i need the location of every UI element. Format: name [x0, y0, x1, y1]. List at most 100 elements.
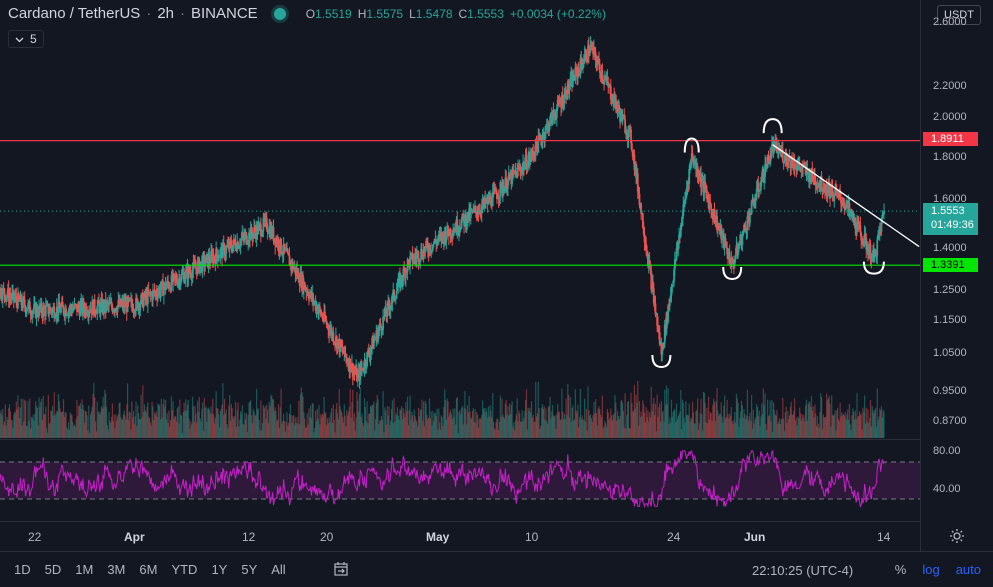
candle-body [135, 297, 138, 300]
volume-bar [83, 423, 86, 438]
candle-body [447, 225, 449, 234]
volume-bar [82, 404, 84, 438]
volume-bar [283, 420, 286, 438]
volume-bar [531, 417, 533, 438]
volume-bar [521, 410, 523, 438]
volume-bar [247, 414, 249, 438]
volume-bar [818, 427, 820, 438]
candle-body [175, 277, 178, 282]
volume-bar [734, 411, 736, 438]
timeframe-ytd[interactable]: YTD [171, 562, 198, 577]
symbol-pair[interactable]: Cardano / TetherUS [8, 5, 141, 22]
currency-button[interactable]: USDT [937, 5, 981, 25]
symbol-header[interactable]: Cardano / TetherUS · 2h · BINANCE O1.551… [8, 5, 606, 22]
candle-body [324, 319, 327, 321]
candle-body [116, 305, 119, 313]
candle-body [652, 281, 654, 289]
timeframe-5y[interactable]: 5Y [241, 562, 258, 577]
volume-bar [486, 410, 488, 438]
timeframe-6m[interactable]: 6M [139, 562, 158, 577]
percent-scale-toggle[interactable]: % [894, 562, 907, 577]
candle-body [631, 150, 634, 157]
candle-body [689, 160, 692, 164]
volume-bar [404, 416, 406, 438]
volume-bar [203, 398, 205, 438]
volume-bar [360, 416, 362, 438]
timeframe-5d[interactable]: 5D [44, 562, 62, 577]
market-status-icon[interactable] [273, 7, 286, 20]
candle-body [752, 199, 755, 204]
volume-bar [551, 411, 553, 438]
volume-bar [376, 395, 378, 438]
candle-body [823, 188, 826, 192]
timeframe-all[interactable]: All [271, 562, 286, 577]
volume-bar [272, 399, 274, 438]
volume-bar [232, 416, 234, 438]
candle-body [674, 259, 677, 261]
volume-bar [137, 413, 140, 438]
volume-bar [782, 397, 784, 438]
candle-body [845, 204, 847, 210]
volume-bar [538, 408, 540, 438]
volume-bar [238, 426, 240, 438]
volume-bar [813, 417, 815, 438]
volume-bar [485, 408, 487, 438]
volume-bar [105, 406, 108, 438]
volume-bar [307, 425, 309, 438]
volume-bar [600, 414, 602, 438]
volume-bar [394, 421, 396, 438]
timeframe-3m[interactable]: 3M [107, 562, 126, 577]
volume-bar [269, 405, 271, 438]
candle-body [418, 261, 421, 263]
candle-body [437, 234, 440, 240]
volume-bar [596, 425, 598, 438]
volume-bar [500, 416, 502, 438]
candle-body [590, 44, 593, 46]
candle-body [754, 197, 757, 202]
candle-body [216, 248, 218, 256]
volume-bar [615, 402, 617, 438]
volume-bar [761, 414, 764, 438]
volume-bar [805, 399, 808, 438]
volume-bar [299, 424, 301, 438]
timeframe-1m[interactable]: 1M [75, 562, 94, 577]
volume-bar [418, 416, 420, 438]
volume-bar [866, 421, 868, 438]
utc-clock[interactable]: 22:10:25 (UTC-4) [752, 563, 854, 578]
volume-bar [718, 415, 720, 438]
indicator-toggle-button[interactable]: 5 [8, 30, 44, 48]
settings-gear-icon[interactable] [949, 528, 965, 549]
date-range-icon[interactable] [333, 561, 349, 580]
volume-bar [385, 410, 387, 438]
volume-bar [627, 402, 629, 438]
candle-body [865, 237, 868, 250]
volume-bar [397, 415, 399, 438]
timeframe-1y[interactable]: 1Y [211, 562, 228, 577]
candle-body [852, 213, 855, 221]
volume-bar [217, 408, 219, 438]
candle-body [399, 275, 402, 288]
log-scale-toggle[interactable]: log [922, 562, 940, 577]
volume-bar [772, 431, 774, 438]
candle-body [210, 251, 212, 263]
candle-body [424, 246, 427, 253]
candle-body [192, 262, 195, 271]
auto-scale-toggle[interactable]: auto [955, 562, 981, 577]
volume-bar [213, 423, 216, 438]
candle-body [312, 293, 315, 303]
volume-bar [641, 416, 643, 438]
candle-body [457, 232, 460, 234]
candle-body [444, 230, 447, 243]
price-tick-label: 1.4000 [933, 242, 967, 254]
volume-bar [151, 401, 153, 438]
timeframe-1d[interactable]: 1D [14, 562, 31, 577]
candle-body [507, 179, 509, 189]
volume-bar [843, 415, 845, 438]
volume-bar [3, 421, 6, 438]
volume-bar [104, 389, 106, 438]
interval-label[interactable]: 2h [157, 5, 174, 22]
volume-bar [487, 406, 490, 438]
volume-bar [189, 428, 191, 438]
